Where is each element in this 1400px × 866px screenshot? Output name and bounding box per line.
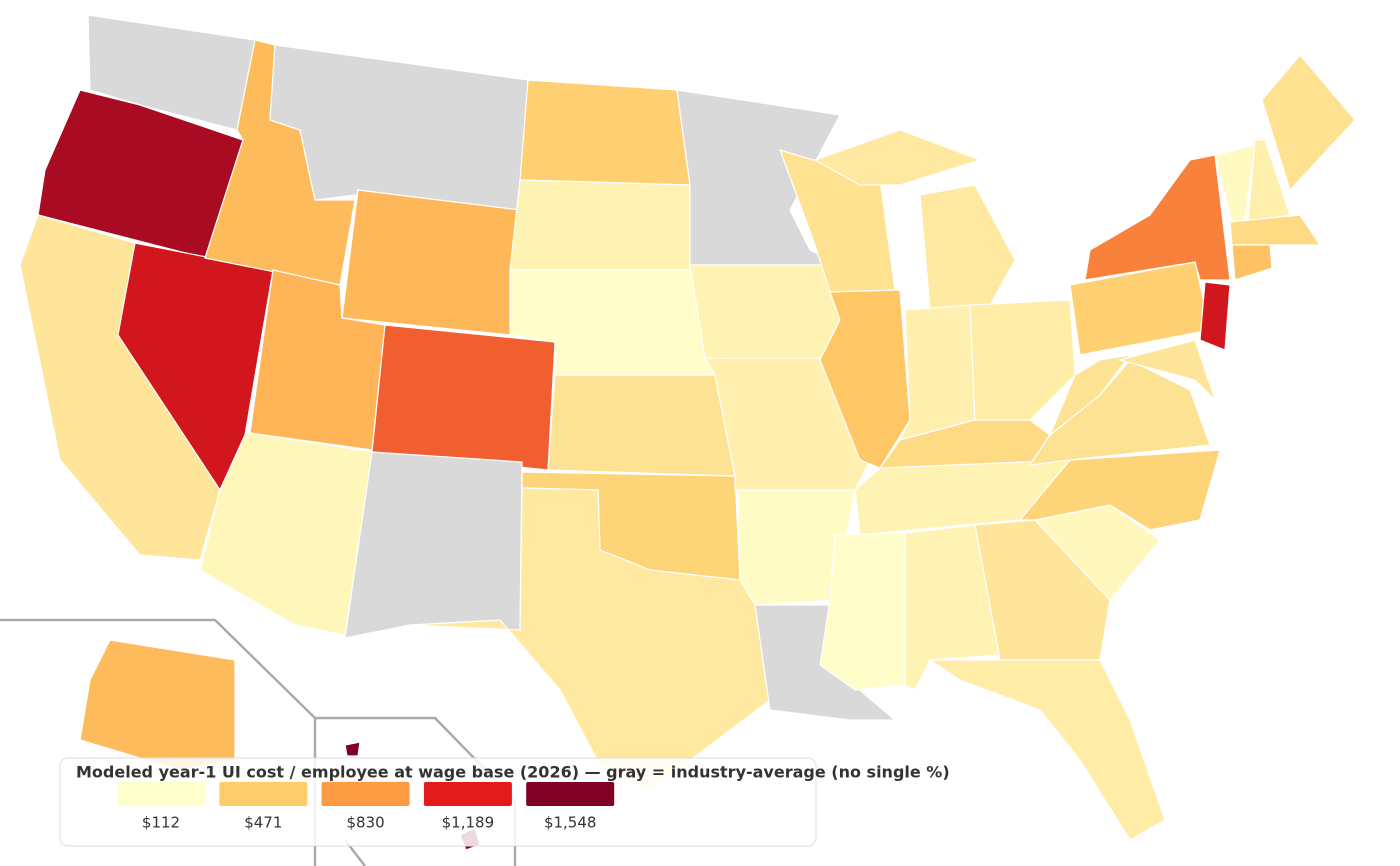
state [509, 179, 691, 271]
state [1084, 154, 1231, 281]
legend-swatch [526, 782, 615, 806]
state [341, 189, 521, 336]
state [1049, 354, 1132, 436]
state [898, 304, 976, 441]
state [409, 487, 771, 791]
states [19, 14, 1356, 851]
state [547, 374, 736, 477]
state [974, 519, 1111, 661]
legend-label: $471 [244, 814, 282, 832]
legend-swatch [219, 782, 308, 806]
state [1231, 244, 1273, 281]
state [969, 299, 1076, 421]
state [928, 659, 1166, 841]
state [79, 639, 236, 771]
state [737, 489, 856, 606]
legend: Modeled year-1 UI cost / employee at wag… [59, 757, 950, 847]
state [813, 129, 1016, 309]
state [1199, 281, 1231, 351]
legend-label: $1,189 [442, 814, 495, 832]
legend-swatch [321, 782, 410, 806]
state [1229, 214, 1322, 246]
state [1247, 139, 1291, 223]
state [1261, 54, 1356, 192]
state [344, 451, 523, 639]
state [87, 14, 256, 131]
state [519, 79, 691, 186]
state [1117, 339, 1216, 401]
state [819, 289, 911, 469]
state [819, 532, 906, 691]
state [689, 264, 841, 361]
legend-label: $830 [347, 814, 385, 832]
state [371, 324, 556, 471]
legend-swatch [117, 782, 205, 806]
legend-label: $112 [142, 814, 180, 832]
state [1018, 449, 1221, 531]
legend-label: $1,548 [544, 814, 597, 832]
legend-title: Modeled year-1 UI cost / employee at wag… [76, 763, 950, 782]
legend-swatch [423, 782, 512, 806]
